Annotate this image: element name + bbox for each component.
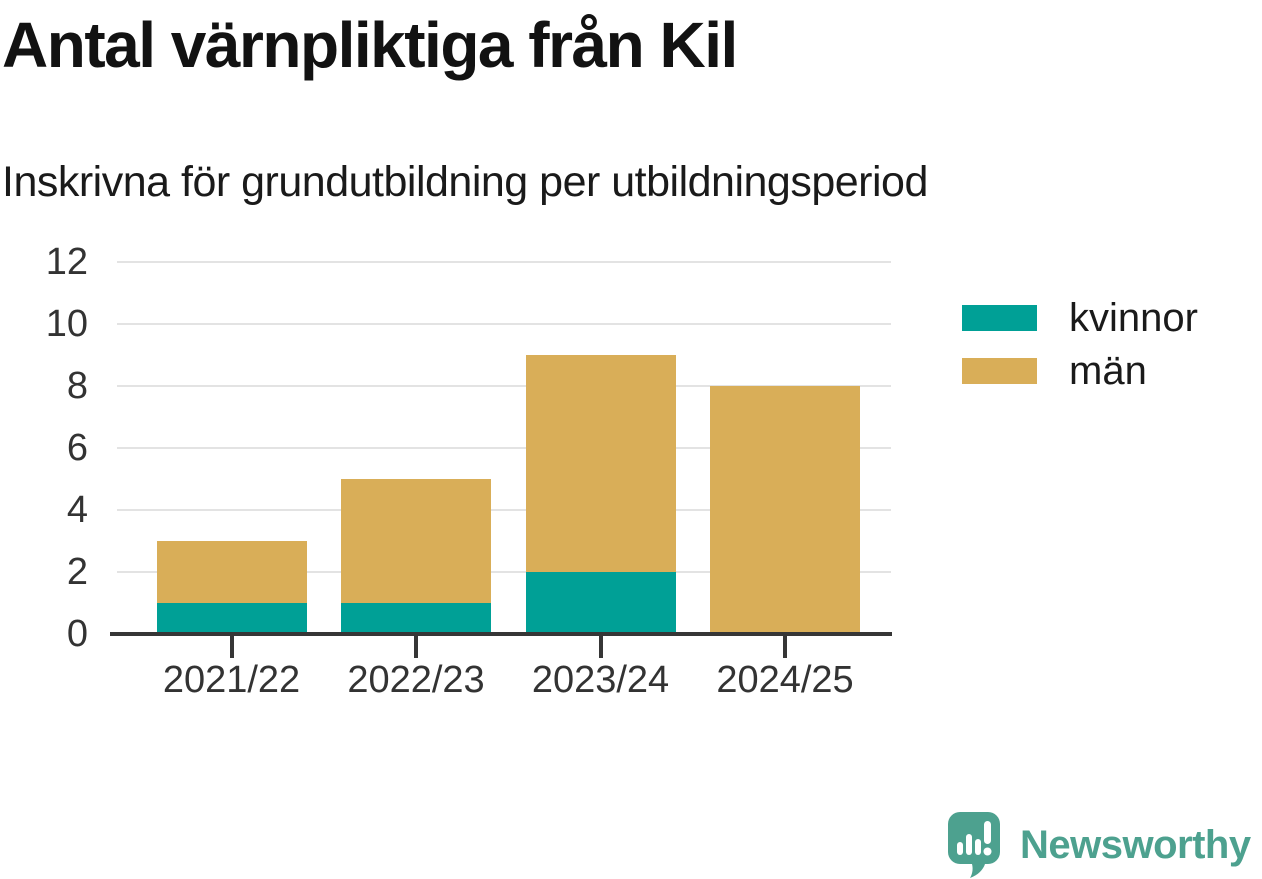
y-axis-tick-label: 2: [66, 551, 88, 593]
x-axis-label: 2024/25: [716, 659, 854, 701]
gridline-y-10: [117, 323, 891, 325]
x-axis-tick: [783, 636, 787, 658]
bar-segment-kvinnor-2022/23: [341, 603, 491, 634]
gridline-y-12: [117, 261, 891, 263]
plot-area: [117, 261, 891, 634]
gridline-y-2: [117, 571, 891, 573]
x-axis-tick: [229, 636, 234, 658]
x-axis-label: 2023/24: [531, 659, 670, 701]
y-axis-tick-label: 8: [66, 365, 88, 407]
gridline-y-6: [117, 447, 891, 449]
bar-segment-män-2023/24: [525, 355, 676, 572]
x-axis-label: 2021/22: [162, 659, 301, 701]
legend-swatch-kvinnor: [962, 305, 1037, 331]
x-axis-label: 2022/23: [347, 659, 485, 701]
chart-title: Antal värnpliktiga från Kil: [2, 9, 738, 81]
y-axis-tick-label: 0: [66, 613, 88, 655]
x-axis-tick: [598, 636, 603, 658]
legend-label-kvinnor: kvinnor: [1069, 296, 1198, 340]
legend-swatch-män: [962, 358, 1037, 384]
brand-name: Newsworthy: [1020, 823, 1251, 867]
bar-segment-män-2022/23: [341, 479, 491, 603]
y-axis-tick-label: 6: [66, 427, 88, 469]
gridline-y-4: [117, 509, 891, 511]
bar-segment-män-2021/22: [156, 541, 307, 603]
y-axis-tick-label: 12: [45, 241, 88, 283]
x-axis-line: [110, 632, 892, 636]
x-axis-tick: [414, 636, 418, 658]
chart-subtitle: Inskrivna för grundutbildning per utbild…: [2, 158, 928, 206]
bar-segment-kvinnor-2021/22: [156, 603, 307, 634]
legend-item-kvinnor: kvinnor: [962, 298, 1198, 338]
brand-footer: Newsworthy: [948, 812, 1251, 878]
y-axis-tick-label: 10: [45, 303, 88, 345]
legend: kvinnor män: [962, 298, 1198, 411]
gridline-y-8: [117, 385, 891, 387]
bar-segment-kvinnor-2023/24: [525, 572, 676, 634]
legend-label-män: män: [1069, 349, 1147, 393]
y-axis-tick-label: 4: [66, 489, 88, 531]
legend-item-män: män: [962, 351, 1198, 391]
newsworthy-logo-icon: [948, 812, 1000, 878]
bar-segment-män-2024/25: [710, 386, 860, 634]
